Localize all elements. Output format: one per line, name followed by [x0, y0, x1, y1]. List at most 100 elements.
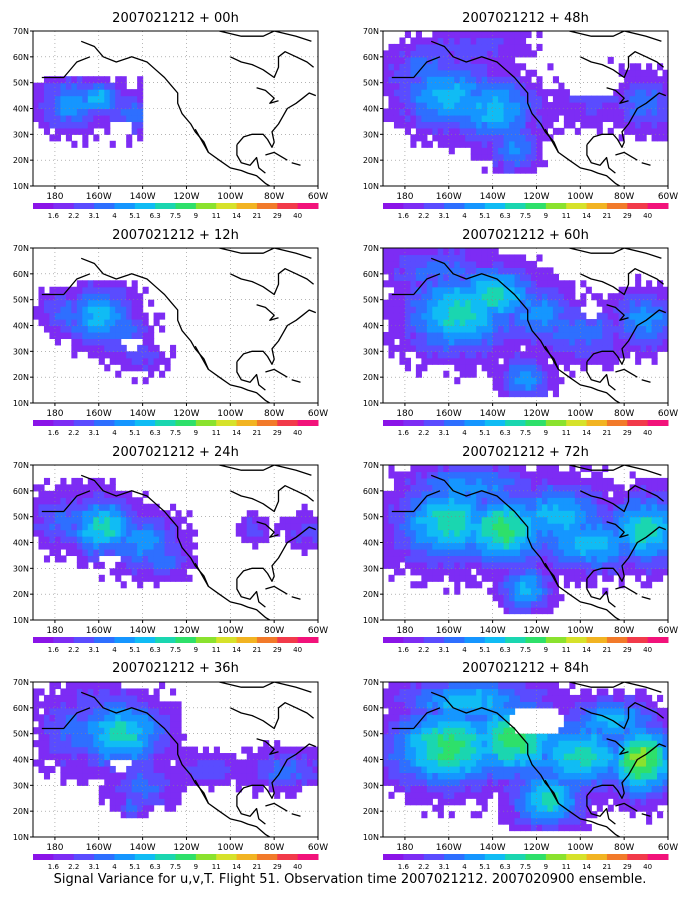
variance-cell: [476, 31, 483, 39]
variance-cell: [404, 759, 412, 767]
variance-cell: [175, 714, 182, 722]
variance-cell: [585, 331, 592, 340]
variance-cell: [618, 121, 625, 129]
variance-cell: [38, 82, 45, 90]
variance-cell: [585, 286, 592, 294]
variance-cell: [520, 581, 527, 589]
variance-cell: [410, 121, 417, 129]
variance-cell: [399, 542, 406, 550]
variance-cell: [470, 523, 477, 531]
variance-cell: [404, 306, 412, 314]
variance-cell: [142, 377, 149, 385]
variance-cell: [541, 542, 549, 550]
variance-cell: [470, 778, 477, 786]
variance-cell: [393, 720, 401, 728]
variance-cell: [646, 344, 653, 352]
variance-cell: [437, 778, 444, 786]
variance-cell: [142, 714, 149, 722]
variance-cell: [514, 383, 521, 391]
variance-cell: [459, 477, 466, 485]
variance-cell: [404, 357, 412, 365]
variance-cell: [71, 102, 78, 110]
variance-cell: [49, 720, 56, 728]
variance-cell: [432, 319, 439, 327]
variance-cell: [54, 299, 62, 307]
variance-cell: [148, 523, 155, 531]
variance-cell: [164, 542, 171, 550]
variance-cell: [191, 542, 199, 550]
variance-cell: [662, 477, 668, 485]
variance-cell: [43, 720, 51, 728]
variance-cell: [142, 772, 149, 780]
variance-cell: [470, 114, 477, 123]
variance-cell: [613, 542, 620, 550]
variance-cell: [54, 134, 62, 142]
variance-cell: [82, 76, 89, 84]
variance-cell: [252, 529, 259, 537]
variance-cell: [104, 791, 111, 799]
variance-cell: [175, 765, 182, 774]
variance-cell: [602, 536, 609, 544]
variance-cell: [115, 89, 122, 97]
variance-cell: [646, 548, 653, 557]
variance-cell: [585, 529, 592, 537]
variance-cell: [492, 746, 499, 754]
variance-cell: [131, 688, 138, 696]
variance-cell: [520, 587, 527, 595]
variance-cell: [98, 89, 105, 97]
variance-cell: [662, 568, 668, 576]
variance-cell: [421, 759, 428, 767]
variance-cell: [465, 299, 472, 307]
variance-cell: [65, 484, 72, 492]
variance-cell: [520, 37, 527, 45]
variance-cell: [536, 319, 543, 327]
variance-cell: [131, 714, 138, 722]
variance-cell: [180, 542, 188, 550]
colorbar-label: 11: [212, 863, 221, 871]
variance-cell: [492, 778, 499, 786]
variance-cell: [186, 523, 193, 531]
variance-cell: [618, 548, 625, 557]
variance-cell: [404, 471, 412, 479]
coastline: [586, 526, 667, 582]
variance-cell: [126, 299, 133, 307]
variance-cell: [657, 325, 664, 333]
variance-cell: [509, 377, 516, 385]
variance-cell: [296, 516, 303, 524]
variance-cell: [662, 293, 668, 301]
variance-cell: [432, 286, 439, 294]
variance-cell: [536, 312, 543, 320]
colorbar-swatch: [297, 203, 319, 209]
variance-cell: [104, 510, 111, 518]
coastlines: [391, 31, 667, 186]
variance-cell: [569, 568, 576, 576]
colorbar-swatch: [114, 854, 136, 860]
variance-cell: [60, 89, 67, 97]
variance-cell: [520, 510, 527, 518]
variance-cell: [629, 293, 636, 301]
variance-cell: [454, 31, 461, 39]
variance-cell: [104, 701, 111, 709]
variance-cell: [104, 694, 111, 702]
colorbar-swatch: [94, 203, 115, 209]
lon-tick-label: 180: [46, 409, 63, 419]
variance-cell: [296, 759, 303, 767]
variance-cell: [514, 701, 521, 709]
variance-cell: [657, 477, 664, 485]
variance-cell: [388, 273, 395, 281]
variance-cell: [443, 312, 450, 320]
variance-cell: [514, 114, 521, 123]
variance-cell: [498, 798, 505, 806]
variance-cell: [476, 581, 483, 589]
variance-cell: [54, 338, 62, 346]
variance-cell: [131, 331, 138, 340]
variance-cell: [60, 746, 67, 754]
variance-cell: [148, 765, 155, 774]
variance-cell: [437, 286, 444, 294]
variance-cell: [662, 516, 668, 524]
variance-cell: [115, 114, 122, 123]
variance-cell: [76, 753, 83, 761]
coastline: [230, 485, 315, 513]
variance-cell: [476, 740, 483, 748]
variance-cell: [487, 791, 494, 799]
